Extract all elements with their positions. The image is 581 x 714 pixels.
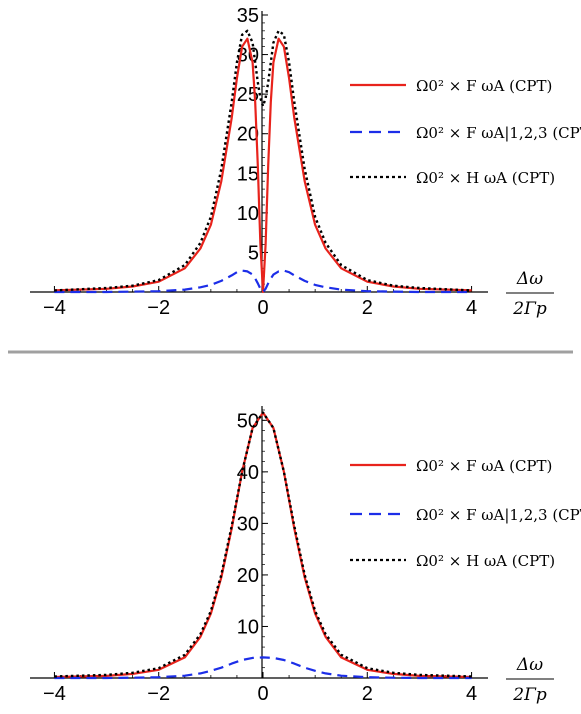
legend-label-3: Ω0² × H ωA (CPT) [416,552,555,570]
x-tick-label: 4 [466,297,477,319]
x-tick-label: −4 [43,297,66,319]
y-tick-label: 30 [237,513,259,535]
y-tick-label: 10 [237,203,259,225]
legend-label-1: Ω0² × F ωA (CPT) [416,77,552,95]
series-line-2 [54,269,472,294]
series-line-1 [54,411,472,679]
y-tick-label: 5 [248,242,259,264]
x-tick-label: 0 [257,683,268,705]
legend-label-2: Ω0² × F ωA|1,2,3 (CPT) [416,506,581,524]
x-tick-label: −2 [147,683,170,705]
legend-label-1: Ω0² × F ωA (CPT) [416,457,552,475]
legend-label-2: Ω0² × F ωA|1,2,3 (CPT) [416,124,581,142]
series-line-3 [54,29,472,292]
x-tick-label: −2 [147,297,170,319]
x-tick-label: 2 [362,297,373,319]
x-axis-label-numerator: Δω [516,655,543,675]
series-line-2 [54,656,472,680]
series-line-3 [54,411,472,678]
y-tick-label: 20 [237,124,259,146]
y-tick-label: 15 [237,163,259,185]
y-tick-label: 10 [237,616,259,638]
x-tick-label: 0 [257,297,268,319]
legend-label-3: Ω0² × H ωA (CPT) [416,169,555,187]
x-tick-label: 4 [466,683,477,705]
x-axis-label-denominator: 2Γp [512,299,547,319]
x-axis-label-denominator: 2Γp [512,685,547,705]
y-tick-label: 50 [237,410,259,432]
series-line-1 [54,37,472,294]
x-tick-label: 2 [362,683,373,705]
x-axis-label-numerator: Δω [516,269,543,289]
y-tick-label: 20 [237,565,259,587]
x-tick-label: −4 [43,683,66,705]
y-tick-label: 35 [237,5,259,27]
